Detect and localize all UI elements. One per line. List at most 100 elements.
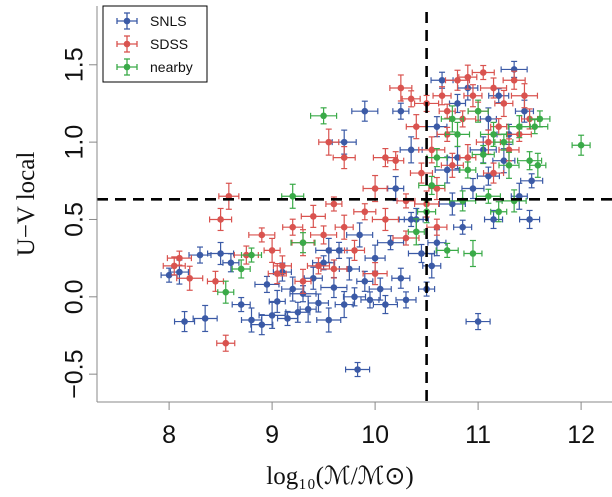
sdss-point bbox=[353, 203, 377, 221]
snls-point bbox=[392, 102, 410, 120]
nearby-point bbox=[281, 183, 305, 209]
sdss-point bbox=[320, 259, 348, 279]
nearby-point bbox=[435, 242, 459, 259]
points-layer bbox=[160, 60, 591, 378]
nearby-point bbox=[490, 201, 508, 223]
y-tick-label: 1.5 bbox=[61, 47, 89, 82]
legend-item-sdss: SDSS bbox=[116, 35, 188, 53]
sdss-point bbox=[432, 86, 452, 106]
sdss-point bbox=[494, 89, 514, 118]
snls-point bbox=[281, 276, 305, 302]
snls-point bbox=[407, 243, 436, 264]
snls-point bbox=[520, 173, 544, 189]
sdss-point bbox=[396, 193, 416, 209]
snls-point bbox=[476, 166, 500, 186]
sdss-point bbox=[387, 151, 405, 171]
nearby-point bbox=[529, 152, 547, 178]
snls-point bbox=[334, 290, 354, 319]
sdss-point bbox=[502, 70, 526, 90]
sdss-point bbox=[334, 214, 354, 240]
snls-point bbox=[268, 289, 286, 314]
sdss-point bbox=[440, 152, 464, 178]
snls-point bbox=[395, 291, 417, 309]
sdss-point bbox=[343, 239, 366, 262]
sdss-point bbox=[218, 182, 240, 210]
y-axis-title: U−V local bbox=[13, 152, 40, 257]
snls-point bbox=[344, 361, 371, 378]
nearby-point bbox=[459, 161, 477, 179]
snls-point bbox=[192, 304, 218, 333]
y-tick-label: −0.5 bbox=[61, 349, 89, 398]
sdss-point bbox=[294, 268, 312, 294]
y-tick-label: 0.0 bbox=[61, 279, 89, 314]
sdss-point bbox=[332, 145, 356, 170]
snls-point bbox=[398, 211, 424, 228]
nearby-point bbox=[444, 121, 471, 147]
nearby-point bbox=[498, 151, 520, 179]
nearby-point bbox=[494, 133, 514, 151]
snls-point bbox=[312, 255, 336, 271]
nearby-point bbox=[463, 239, 483, 268]
sdss-point bbox=[282, 218, 304, 236]
sdss-point bbox=[248, 227, 276, 243]
nearby-point bbox=[467, 99, 489, 123]
legend-item-nearby: nearby bbox=[116, 58, 193, 76]
snls-point bbox=[315, 237, 343, 264]
snls-point bbox=[285, 301, 311, 323]
sdss-point bbox=[267, 263, 287, 285]
sdss-point bbox=[405, 114, 427, 140]
sdss-point bbox=[463, 84, 483, 108]
snls-point bbox=[488, 88, 510, 104]
sdss-point bbox=[166, 250, 192, 266]
sdss-point bbox=[310, 225, 338, 245]
sdss-point bbox=[371, 207, 399, 232]
nearby-point bbox=[471, 144, 495, 165]
snls-point bbox=[465, 312, 491, 331]
x-tick-label: 9 bbox=[265, 421, 279, 449]
snls-point bbox=[461, 177, 485, 200]
nearby-point bbox=[571, 134, 591, 156]
snls-point bbox=[360, 291, 380, 309]
nearby-point bbox=[521, 119, 549, 135]
reference-lines bbox=[97, 12, 612, 402]
sdss-point bbox=[206, 270, 225, 292]
snls-point bbox=[422, 253, 442, 279]
snls-point bbox=[316, 307, 342, 333]
sdss-point bbox=[306, 257, 331, 275]
snls-point bbox=[399, 136, 423, 164]
axes: 8 9 10 11 12 −0.5 0.0 0.5 1.0 1.5 bbox=[61, 6, 612, 449]
nearby-point bbox=[449, 190, 477, 212]
sdss-point bbox=[479, 77, 508, 99]
snls-point bbox=[342, 287, 367, 307]
x-tick-label: 11 bbox=[465, 421, 491, 449]
snls-point bbox=[356, 270, 374, 292]
nearby-point bbox=[529, 110, 551, 128]
sdss-point bbox=[209, 207, 233, 232]
snls-point bbox=[240, 307, 263, 333]
sdss-point bbox=[362, 174, 388, 203]
sdss-point bbox=[318, 128, 340, 156]
snls-point bbox=[434, 156, 460, 184]
snls-point bbox=[372, 294, 398, 315]
snls-point bbox=[391, 267, 411, 289]
sdss-point bbox=[300, 204, 326, 228]
legend-label: nearby bbox=[150, 59, 193, 75]
nearby-point bbox=[310, 107, 338, 125]
legend-item-snls: SNLS bbox=[116, 12, 187, 30]
sdss-point bbox=[263, 237, 281, 264]
snls-point bbox=[427, 229, 447, 257]
snls-point bbox=[307, 293, 330, 313]
nearby-point bbox=[501, 189, 527, 213]
snls-point bbox=[483, 209, 504, 230]
sdss-point bbox=[176, 265, 204, 291]
snls-point bbox=[276, 310, 299, 327]
sdss-point bbox=[372, 147, 398, 168]
sdss-point bbox=[426, 218, 448, 236]
x-tick-label: 12 bbox=[567, 421, 595, 449]
snls-point bbox=[438, 192, 466, 216]
nearby-point bbox=[217, 280, 235, 304]
legend: SNLS SDSS nearby bbox=[102, 5, 208, 83]
snls-point bbox=[387, 175, 405, 202]
snls-point bbox=[250, 314, 274, 336]
